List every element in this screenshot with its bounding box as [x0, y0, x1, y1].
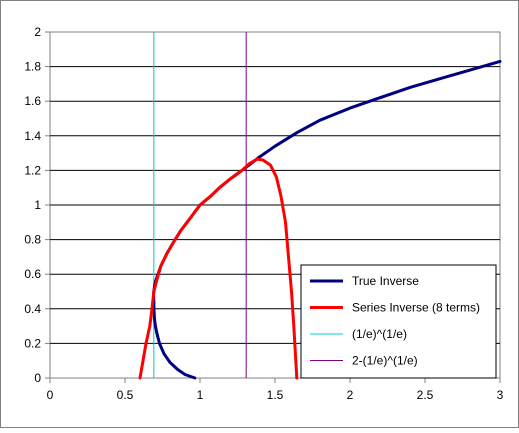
y-tick-label: 0.6	[24, 267, 41, 281]
y-tick-label: 1.2	[24, 163, 41, 177]
series-lines	[138, 59, 502, 380]
legend-label: 2-(1/e)^(1/e)	[352, 354, 418, 368]
x-tick-label: 2.5	[417, 388, 434, 402]
y-tick-label: 2	[34, 25, 41, 39]
y-tick-label: 1.6	[24, 94, 41, 108]
legend: True Inverse Series Inverse (8 terms) (1/e…	[300, 264, 497, 379]
x-tick-label: 0.5	[117, 388, 134, 402]
y-tick-label: 1.4	[24, 129, 41, 143]
legend-box	[300, 264, 497, 379]
legend-label: Series Inverse (8 terms)	[352, 301, 480, 315]
y-tick-label: 0.4	[24, 302, 41, 316]
legend-label: (1/e)^(1/e)	[352, 327, 407, 341]
x-tick-label: 1.5	[267, 388, 284, 402]
y-tick-label: 0.8	[24, 233, 41, 247]
grid-lines	[50, 66, 500, 344]
x-tick-label: 3	[497, 388, 504, 402]
x-tick-label: 0	[47, 388, 54, 402]
y-tick-label: 1.8	[24, 60, 41, 74]
axes: 0 0.2 0.4 0.6 0.8 1 1.2 1.4 1.6 1.8 2 0 0.5 1 1.5 2 2.5 3	[24, 25, 503, 402]
x-tick-label: 1	[197, 388, 204, 402]
y-tick-label: 1	[34, 198, 41, 212]
y-tick-label: 0	[34, 371, 41, 385]
legend-label: True Inverse	[352, 274, 419, 288]
series-line	[138, 157, 299, 380]
x-tick-label: 2	[347, 388, 354, 402]
y-tick-label: 0.2	[24, 336, 41, 350]
